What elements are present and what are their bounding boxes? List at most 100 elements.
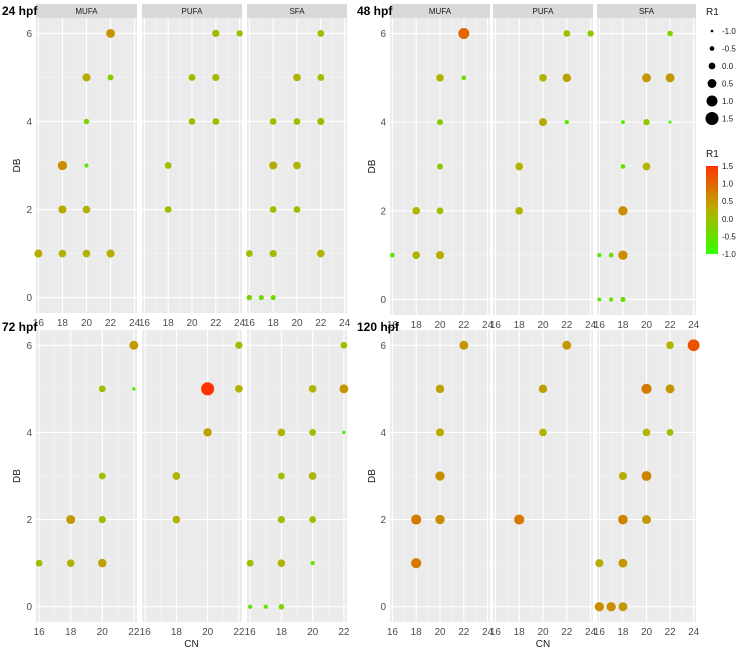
x-tick-label: 20 [97, 627, 109, 638]
data-point [106, 28, 116, 38]
x-tick-label: 20 [434, 627, 446, 638]
data-point [514, 514, 525, 525]
data-point [436, 207, 444, 215]
data-point [82, 205, 91, 214]
data-point [309, 429, 317, 436]
size-legend-label: 1.5 [722, 115, 734, 124]
data-point [98, 385, 106, 393]
y-tick-label: 6 [380, 341, 386, 352]
size-legend-key [705, 111, 719, 126]
x-tick-label: 24 [688, 627, 700, 638]
data-point [58, 249, 67, 258]
data-point [587, 30, 594, 37]
x-tick-label: 20 [537, 627, 549, 638]
panel-0-2: SFA 16 18 20 22 24 [244, 4, 351, 329]
panel-1-0: MUFA 16 18 20 22 24 [387, 4, 494, 331]
data-point [35, 559, 43, 567]
x-tick-label: 18 [65, 627, 77, 638]
y-axis-title: DB [12, 469, 23, 483]
data-point [687, 339, 700, 352]
x-tick-label: 22 [458, 627, 470, 638]
data-point [58, 205, 67, 214]
data-point [597, 253, 602, 258]
x-tick-label: 18 [514, 320, 526, 331]
facet-strip-label: SFA [639, 7, 655, 16]
data-point [458, 28, 470, 40]
panel-2-2: 16 18 20 22 [245, 330, 350, 638]
data-point [235, 385, 243, 393]
data-point [317, 30, 325, 37]
facet-strip-label: PUFA [533, 7, 555, 16]
data-point [82, 249, 91, 258]
x-tick-label: 24 [585, 627, 597, 638]
data-point [642, 515, 651, 525]
y-tick-label: 2 [26, 205, 32, 216]
data-point [618, 602, 628, 612]
x-tick-label: 20 [186, 318, 198, 329]
data-point [641, 383, 652, 394]
x-tick-label: 24 [585, 320, 597, 331]
data-point [106, 249, 115, 258]
data-point [316, 249, 325, 258]
x-tick-label: 22 [561, 627, 573, 638]
facet-strip [247, 4, 347, 18]
data-point [539, 74, 547, 82]
facet-strip [142, 4, 242, 18]
facet-strip [36, 4, 137, 18]
x-tick-label: 16 [140, 627, 152, 638]
data-point [317, 117, 325, 126]
data-point [236, 30, 243, 37]
data-point [667, 30, 673, 37]
data-point [435, 384, 445, 394]
data-point [201, 382, 215, 396]
data-point [293, 118, 301, 125]
data-point [594, 602, 605, 612]
y-tick-label: 0 [380, 602, 386, 613]
x-tick-label: 20 [641, 627, 653, 638]
facet-strip-label: MUFA [75, 7, 98, 16]
data-point [411, 514, 422, 525]
data-point [618, 206, 628, 216]
data-point [643, 118, 650, 126]
data-point [437, 119, 443, 126]
data-point [411, 558, 422, 569]
panel-0-1: PUFA 16 18 20 22 24 [139, 4, 246, 329]
data-point [412, 251, 421, 259]
size-legend-label: 0.5 [722, 80, 734, 89]
data-point [390, 252, 395, 258]
data-point [269, 249, 277, 258]
y-tick-label: 2 [380, 206, 386, 217]
data-point [435, 514, 445, 525]
y-tick-label: 0 [26, 293, 32, 304]
y-tick-label: 4 [380, 118, 386, 129]
data-point [515, 207, 524, 215]
data-point [164, 206, 172, 213]
x-tick-label: 20 [434, 320, 446, 331]
data-point [539, 428, 547, 437]
data-point [340, 341, 348, 349]
data-point [83, 118, 90, 125]
data-point [609, 297, 614, 302]
data-point [263, 604, 268, 609]
data-point [129, 340, 139, 350]
y-axis-title: DB [367, 159, 378, 173]
x-tick-label: 22 [665, 320, 677, 331]
panel-3-1: 16 18 20 22 24 [490, 330, 597, 638]
size-legend-key [708, 62, 716, 70]
facet-strip-label: PUFA [182, 7, 204, 16]
x-tick-label: 24 [339, 318, 351, 329]
size-legend-label: 0.0 [722, 62, 734, 71]
facet-strip-label: SFA [289, 7, 305, 16]
x-tick-label: 24 [482, 320, 494, 331]
x-tick-label: 18 [268, 318, 280, 329]
data-point [245, 250, 253, 257]
x-tick-label: 24 [129, 318, 141, 329]
x-tick-label: 22 [128, 627, 140, 638]
data-point [412, 207, 421, 215]
x-tick-label: 24 [688, 320, 700, 331]
y-tick-label: 0 [26, 602, 32, 613]
y-tick-label: 0 [380, 295, 386, 306]
